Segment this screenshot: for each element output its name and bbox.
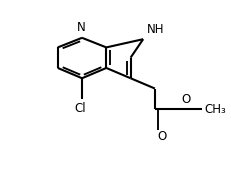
Text: N: N <box>76 21 85 34</box>
Text: O: O <box>157 130 166 143</box>
Text: CH₃: CH₃ <box>204 103 225 116</box>
Text: NH: NH <box>146 23 164 36</box>
Text: Cl: Cl <box>74 102 86 115</box>
Text: O: O <box>180 93 189 106</box>
